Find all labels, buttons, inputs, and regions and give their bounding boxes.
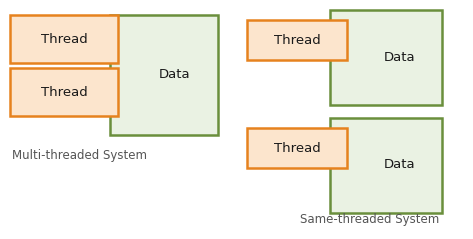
Bar [330, 118, 442, 213]
Text: Data: Data [384, 50, 416, 64]
Text: Data: Data [384, 158, 416, 172]
Bar [10, 15, 118, 63]
Bar [10, 68, 118, 116]
Bar [247, 20, 347, 60]
Text: Thread: Thread [41, 33, 88, 45]
Bar [247, 128, 347, 168]
Text: Same-threaded System: Same-threaded System [300, 213, 439, 227]
Text: Thread: Thread [273, 33, 320, 47]
Bar [110, 15, 218, 135]
Bar [330, 10, 442, 105]
Text: Thread: Thread [273, 141, 320, 154]
Text: Thread: Thread [41, 86, 88, 98]
Text: Multi-threaded System: Multi-threaded System [12, 148, 148, 162]
Text: Data: Data [159, 69, 191, 81]
